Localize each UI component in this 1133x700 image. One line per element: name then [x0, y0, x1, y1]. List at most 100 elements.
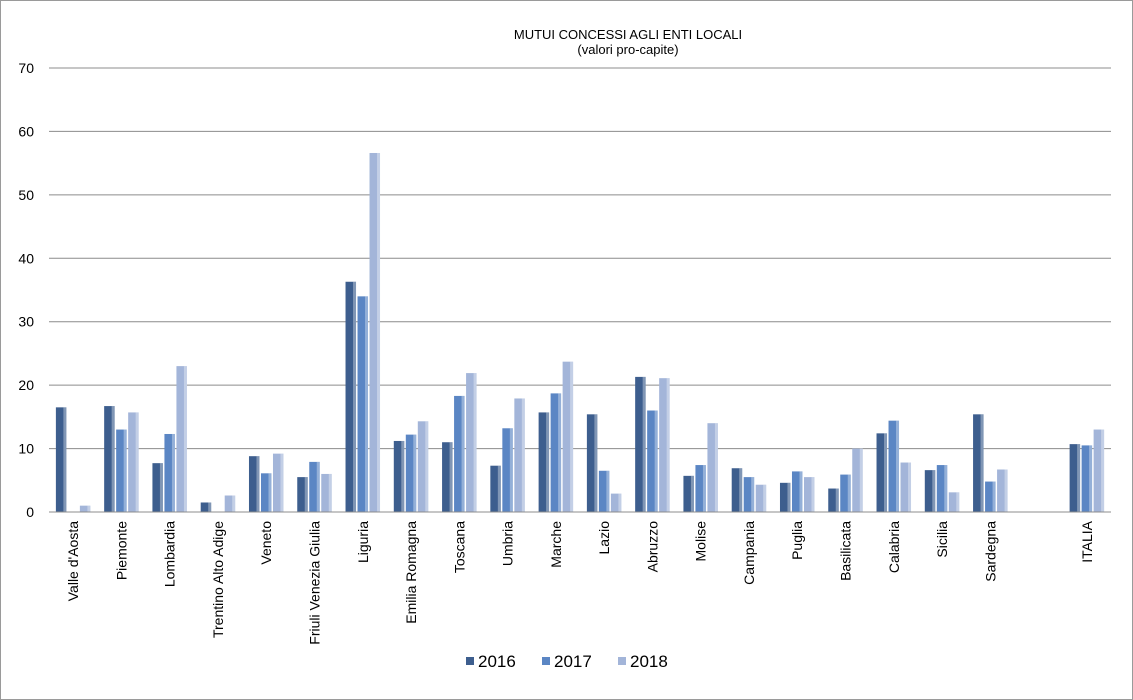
chart-subtitle: (valori pro-capite) — [577, 42, 678, 57]
bar-highlight — [63, 407, 67, 512]
x-tick-label: Sardegna — [982, 521, 998, 582]
bar-highlight — [835, 488, 839, 512]
bar-2018 — [948, 492, 960, 512]
bar-highlight — [316, 461, 320, 512]
bar-2018 — [997, 469, 1008, 512]
bar-highlight — [570, 361, 574, 512]
bar-2016 — [248, 456, 260, 512]
x-tick-label: Marche — [548, 521, 564, 568]
bar-highlight — [690, 475, 694, 512]
bar-highlight — [353, 281, 357, 512]
bar-highlight — [232, 495, 236, 512]
legend-label: 2016 — [478, 652, 516, 671]
x-tick-label: Toscana — [451, 521, 467, 573]
bar-2018 — [369, 152, 381, 512]
bar-2018 — [128, 412, 139, 512]
bar-2018 — [610, 493, 622, 512]
bar-highlight — [739, 468, 743, 512]
bar-2016 — [297, 477, 308, 512]
y-tick-label: 20 — [18, 377, 34, 393]
bar-highlight — [304, 477, 308, 512]
x-tick-label: Friuli Venezia Giulia — [307, 521, 323, 645]
bar-highlight — [751, 477, 755, 512]
bar-2017 — [164, 433, 175, 512]
bar-2018 — [176, 366, 187, 512]
x-tick-label: Lazio — [596, 521, 612, 555]
x-tick-label: Abruzzo — [644, 521, 660, 573]
bar-2017 — [985, 481, 996, 512]
bar-2018 — [224, 495, 236, 512]
bar-highlight — [401, 440, 405, 512]
bar-2017 — [1081, 445, 1093, 512]
bar-highlight — [473, 373, 477, 512]
bar-2016 — [1069, 444, 1081, 512]
bar-2016 — [973, 414, 984, 512]
bar-2017 — [791, 471, 803, 512]
bar-2016 — [490, 465, 501, 512]
bar-highlight — [328, 473, 332, 512]
y-tick-label: 0 — [26, 504, 34, 520]
bar-highlight — [944, 465, 948, 512]
bar-highlight — [521, 398, 525, 512]
bar-highlight — [509, 428, 513, 512]
bar-highlight — [714, 423, 718, 512]
bars — [55, 152, 1105, 512]
bar-2018 — [562, 361, 574, 512]
bar-highlight — [763, 484, 767, 512]
bar-highlight — [859, 448, 863, 512]
y-tick-label: 60 — [18, 123, 34, 139]
bar-2017 — [647, 410, 658, 512]
bar-highlight — [908, 462, 912, 512]
bar-2017 — [598, 470, 610, 512]
bar-2016 — [683, 475, 694, 512]
bar-2016 — [828, 488, 839, 512]
bar-2018 — [803, 477, 815, 512]
bar-highlight — [1089, 445, 1093, 512]
bar-2016 — [345, 281, 357, 512]
bar-2016 — [442, 442, 453, 512]
bar-highlight — [123, 429, 127, 512]
bar-2016 — [104, 406, 115, 512]
bar-highlight — [787, 482, 791, 512]
y-tick-label: 30 — [18, 314, 34, 330]
bar-2018 — [417, 421, 429, 512]
bar-2016 — [200, 502, 212, 512]
bar-highlight — [666, 378, 670, 512]
bar-highlight — [799, 471, 803, 512]
bar-2017 — [116, 429, 127, 512]
bar-2018 — [659, 378, 670, 512]
y-tick-label: 50 — [18, 187, 34, 203]
bar-highlight — [1101, 429, 1105, 512]
bar-highlight — [377, 152, 381, 512]
bar-highlight — [811, 477, 815, 512]
bar-2017 — [454, 395, 465, 512]
bar-highlight — [992, 481, 996, 512]
y-tick-label: 70 — [18, 60, 34, 76]
bar-2016 — [635, 376, 646, 512]
bar-highlight — [956, 492, 960, 512]
bar-2016 — [586, 414, 598, 512]
y-tick-label: 10 — [18, 441, 34, 457]
bar-highlight — [558, 393, 562, 512]
bar-2017 — [743, 477, 755, 512]
bar-highlight — [702, 465, 706, 512]
bar-2018 — [272, 453, 284, 512]
bar-2017 — [309, 461, 320, 512]
x-tick-label: Piemonte — [113, 521, 129, 580]
bar-2018 — [755, 484, 767, 512]
bar-2017 — [936, 465, 948, 512]
bar-highlight — [208, 502, 212, 512]
x-tick-label: ITALIA — [1079, 520, 1095, 562]
x-tick-label: Basilicata — [838, 521, 854, 581]
bar-2018 — [79, 505, 91, 512]
bar-2017 — [550, 393, 562, 512]
x-tick-label: Lombardia — [162, 521, 178, 587]
bar-2018 — [707, 423, 718, 512]
bar-2018 — [900, 462, 912, 512]
bar-highlight — [111, 406, 115, 512]
bar-2017 — [840, 474, 851, 512]
bar-2018 — [321, 473, 332, 512]
bar-2016 — [393, 440, 405, 512]
legend-label: 2017 — [554, 652, 592, 671]
